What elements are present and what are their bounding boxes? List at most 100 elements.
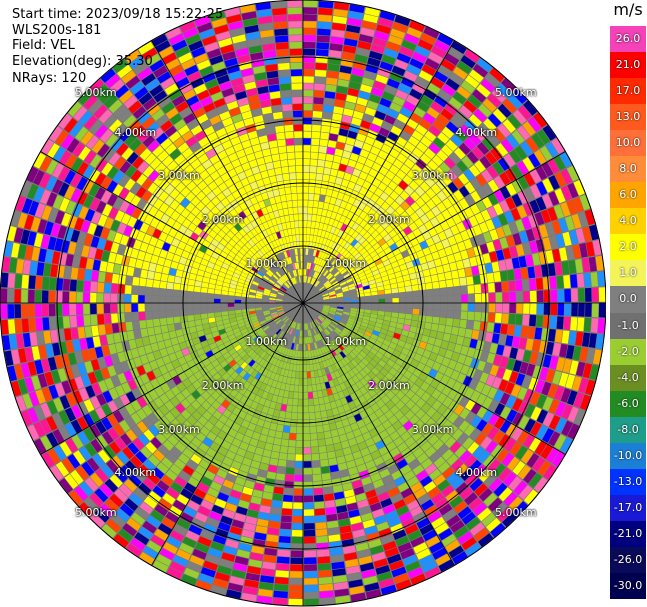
range-gate [361, 281, 369, 287]
range-gate [41, 304, 49, 317]
range-gate [322, 111, 333, 120]
range-gate [374, 30, 389, 41]
range-gate [571, 376, 582, 392]
range-gate [322, 279, 329, 285]
range-gate [339, 281, 347, 286]
range-gate [315, 293, 322, 298]
range-gate [317, 390, 323, 398]
range-gate [512, 232, 522, 246]
range-gate [111, 323, 120, 334]
range-gate [343, 172, 352, 181]
range-gate [524, 418, 536, 433]
range-gate [307, 308, 312, 314]
range-gate [579, 194, 591, 211]
range-gate [328, 324, 335, 331]
range-gate [321, 368, 327, 376]
range-gate [354, 54, 368, 64]
range-gate [320, 289, 327, 294]
range-gate [307, 255, 311, 263]
range-gate [362, 180, 372, 190]
range-gate [435, 354, 444, 364]
range-gate [364, 136, 375, 146]
range-gate [446, 514, 461, 528]
range-gate [557, 289, 565, 302]
range-gate [400, 395, 411, 405]
range-gate [336, 310, 343, 314]
range-gate [360, 337, 369, 344]
range-gate [337, 264, 344, 271]
range-gate [421, 64, 436, 76]
range-gate [511, 179, 523, 193]
range-gate [456, 160, 468, 173]
range-gate [378, 446, 389, 456]
range-gate [311, 270, 315, 278]
range-gate [552, 451, 565, 467]
range-gate [373, 139, 384, 150]
range-gate [207, 303, 214, 308]
range-gate [363, 483, 375, 493]
range-gate [367, 371, 376, 380]
range-gate [347, 88, 359, 97]
range-gate [539, 367, 549, 381]
range-gate [306, 283, 310, 290]
range-gate [303, 241, 306, 248]
range-gate [305, 290, 309, 297]
range-gate [340, 358, 348, 366]
range-gate [385, 206, 395, 215]
range-gate [487, 193, 499, 206]
range-gate [309, 305, 316, 309]
range-gate [550, 303, 558, 316]
range-gate [307, 292, 312, 298]
range-gate [317, 333, 322, 341]
range-gate [303, 516, 315, 523]
range-gate [207, 293, 214, 299]
range-gate [359, 325, 367, 331]
range-gate [386, 346, 395, 354]
range-gate [470, 203, 481, 215]
range-gate [0, 288, 8, 303]
range-gate [323, 261, 329, 269]
range-gate [323, 300, 330, 302]
range-gate [451, 165, 463, 177]
range-gate [309, 343, 313, 350]
range-gate [310, 440, 319, 447]
range-gate [338, 518, 351, 527]
range-gate [414, 419, 425, 430]
range-gate [308, 276, 312, 284]
range-gate [396, 169, 407, 180]
range-gate [325, 336, 331, 343]
range-gate [359, 228, 367, 237]
range-gate [376, 521, 390, 532]
range-gate [406, 303, 413, 309]
range-gate [376, 225, 385, 234]
range-gate [492, 161, 505, 175]
range-gate [394, 271, 403, 278]
range-gate [323, 298, 330, 301]
range-gate [463, 100, 477, 113]
range-gate [364, 331, 372, 337]
range-gate [315, 294, 322, 298]
range-gate [526, 363, 536, 377]
range-gate [479, 222, 489, 234]
range-gate [355, 334, 363, 340]
range-gate [392, 95, 406, 107]
range-gate [14, 304, 21, 319]
range-gate [304, 591, 319, 599]
range-gate [497, 123, 511, 138]
range-gate [426, 289, 434, 296]
range-gate [350, 74, 363, 84]
range-gate [288, 440, 296, 447]
range-gate [333, 228, 340, 236]
range-gate [405, 291, 413, 298]
range-gate [400, 464, 412, 476]
range-gate [509, 303, 516, 314]
range-gate [402, 517, 416, 529]
range-gate [403, 493, 417, 505]
range-gate [469, 428, 481, 441]
range-gate [35, 290, 42, 303]
range-gate [464, 455, 477, 468]
range-gate [292, 509, 303, 516]
range-gate [416, 141, 428, 153]
range-gate [545, 142, 559, 158]
range-gate [426, 309, 434, 317]
